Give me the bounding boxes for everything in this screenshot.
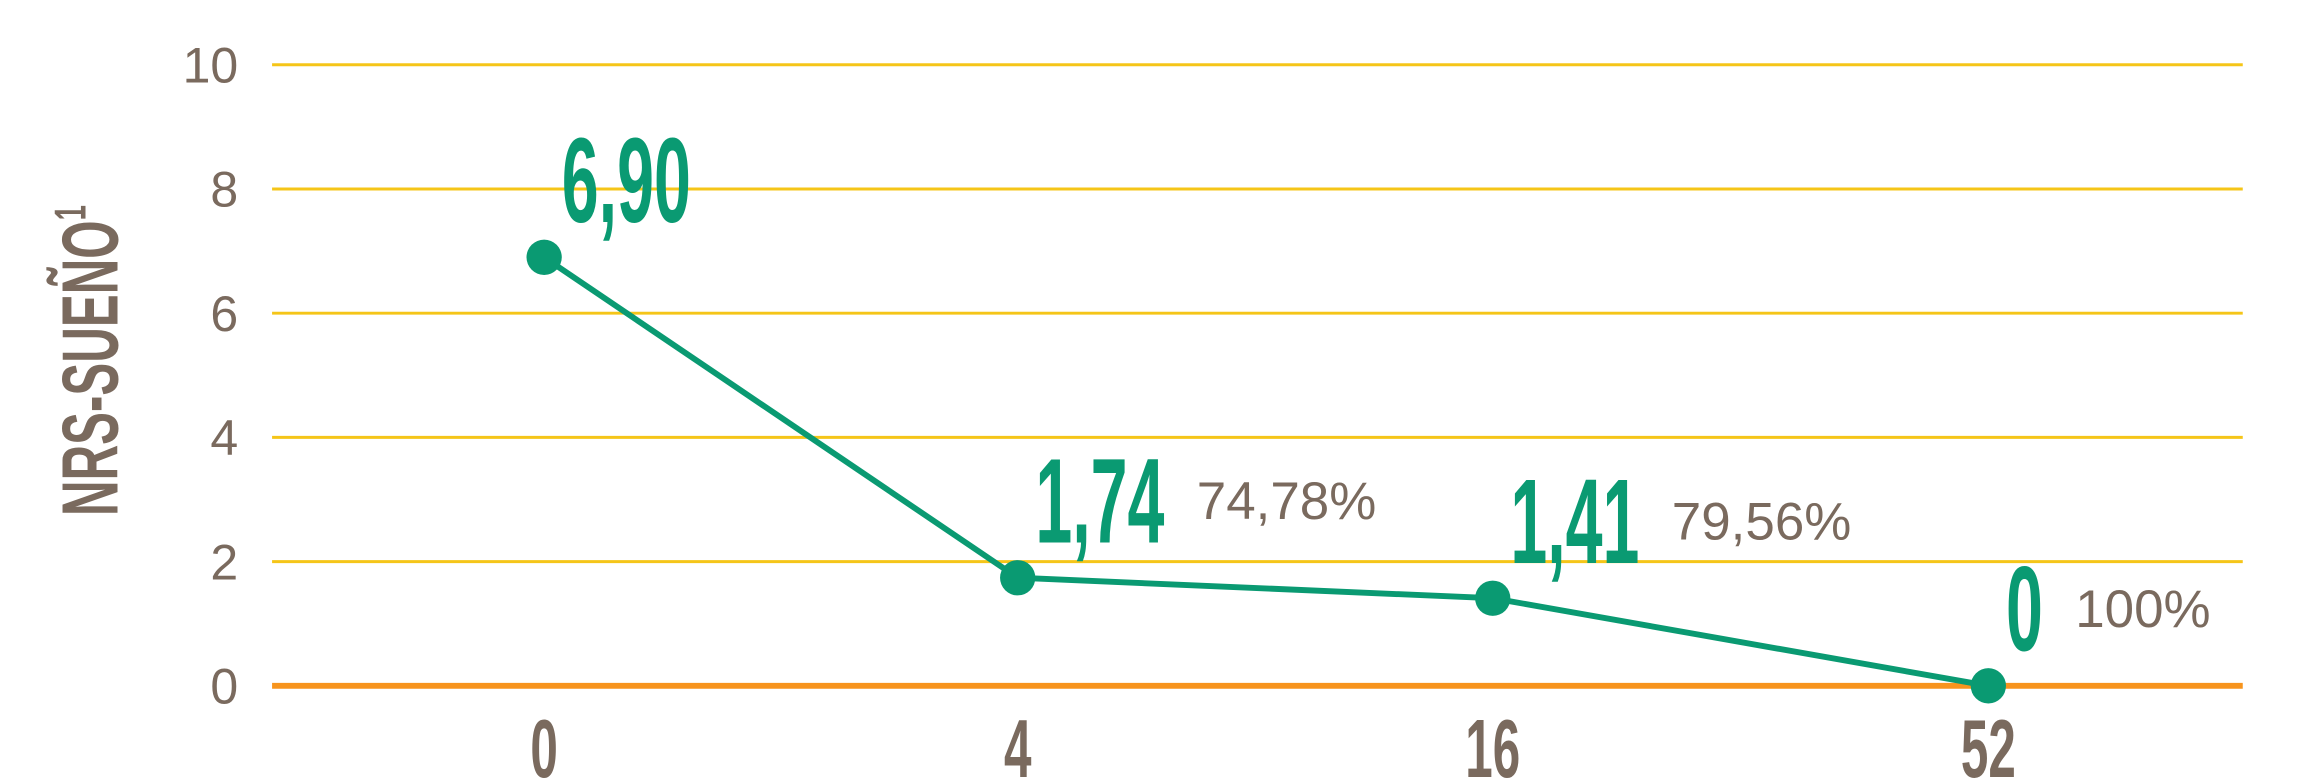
annotation: 74,78% bbox=[1197, 472, 1377, 531]
value-label: 1,41 bbox=[1510, 454, 1639, 589]
y-tick-label: 10 bbox=[183, 37, 239, 93]
x-tick-label: 52 bbox=[1961, 703, 2016, 780]
data-point bbox=[1970, 668, 2006, 704]
y-axis-title-text: NRS-SUEÑO bbox=[46, 220, 136, 516]
x-tick-label: 4 bbox=[1004, 703, 1032, 780]
value-label-group: 6,90 bbox=[562, 113, 691, 248]
x-tick-group: 4 bbox=[1004, 703, 1032, 780]
y-axis-label: NRS-SUEÑO1 bbox=[46, 205, 136, 516]
y-tick-label: 4 bbox=[210, 410, 238, 466]
x-tick-label: 16 bbox=[1465, 703, 1520, 780]
data-point bbox=[526, 239, 562, 275]
y-tick-label: 8 bbox=[210, 162, 238, 218]
data-point bbox=[1475, 580, 1511, 616]
value-label-group: 1,74 bbox=[1035, 433, 1164, 568]
series-line bbox=[542, 254, 1989, 689]
value-label-group: 1,41 bbox=[1510, 454, 1639, 589]
y-axis-title: NRS-SUEÑO1 bbox=[46, 205, 136, 516]
x-tick-group: 16 bbox=[1465, 703, 1520, 780]
x-tick-group: 52 bbox=[1961, 703, 2016, 780]
y-tick-label: 6 bbox=[210, 286, 238, 342]
x-tick-label: 0 bbox=[530, 703, 557, 780]
x-tick-group: 0 bbox=[530, 703, 557, 780]
value-label-group: 0 bbox=[2006, 541, 2043, 676]
y-tick-label: 2 bbox=[210, 534, 238, 590]
annotation: 100% bbox=[2075, 580, 2210, 639]
y-axis-title-superscript: 1 bbox=[46, 205, 95, 220]
value-label: 1,74 bbox=[1035, 433, 1164, 568]
value-label: 0 bbox=[2006, 541, 2043, 676]
value-label: 6,90 bbox=[562, 113, 691, 248]
y-tick-label: 0 bbox=[210, 658, 238, 714]
annotation: 79,56% bbox=[1672, 492, 1852, 551]
data-point bbox=[1000, 560, 1036, 596]
